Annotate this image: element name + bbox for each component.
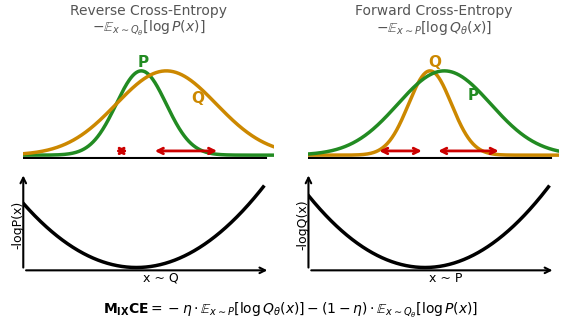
Text: $-\mathbb{E}_{x\sim Q_\theta}[\log P(x)]$: $-\mathbb{E}_{x\sim Q_\theta}[\log P(x)]… [92, 19, 205, 38]
Text: -logQ(x): -logQ(x) [297, 200, 310, 250]
Text: P: P [467, 88, 478, 103]
Text: Q: Q [428, 55, 441, 70]
Text: x ~ Q: x ~ Q [143, 272, 178, 285]
Text: Reverse Cross-Entropy: Reverse Cross-Entropy [70, 4, 227, 18]
Text: -logP(x): -logP(x) [12, 201, 24, 249]
Text: Q: Q [191, 91, 204, 106]
Text: $-\mathbb{E}_{x\sim P}[\log Q_\theta(x)]$: $-\mathbb{E}_{x\sim P}[\log Q_\theta(x)]… [375, 19, 492, 37]
Text: P: P [138, 55, 149, 70]
Text: $\mathbf{M_{IX}CE} = -\eta \cdot \mathbb{E}_{x\sim P}[\log Q_\theta(x)] - (1-\et: $\mathbf{M_{IX}CE} = -\eta \cdot \mathbb… [104, 301, 478, 320]
Text: Forward Cross-Entropy: Forward Cross-Entropy [355, 4, 512, 18]
Text: x ~ P: x ~ P [429, 272, 462, 285]
